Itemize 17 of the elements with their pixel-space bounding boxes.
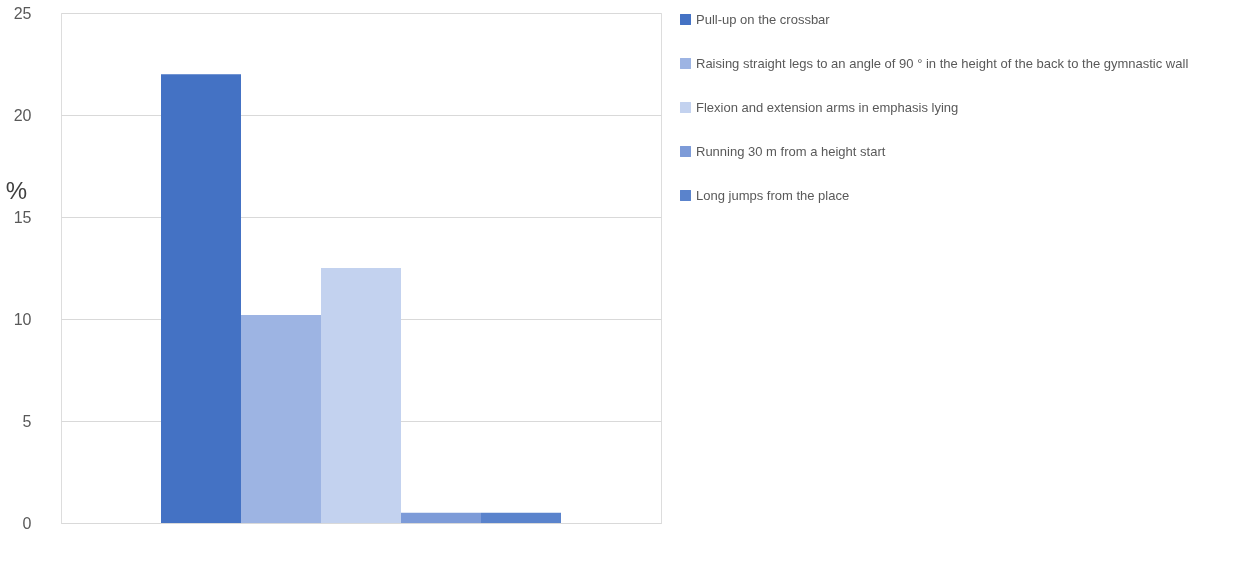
legend-label: Flexion and extension arms in emphasis lying	[696, 99, 959, 115]
bar	[321, 268, 401, 523]
legend-label: Long jumps from the place	[696, 187, 850, 203]
y-tick-label: 25	[13, 4, 32, 22]
legend-label: Pull-up on the crossbar	[696, 11, 831, 27]
y-tick-label: 0	[22, 514, 32, 532]
legend-label: Running 30 m from a height start	[696, 143, 886, 159]
y-tick-label: 5	[22, 412, 32, 430]
bar	[401, 512, 481, 523]
y-tick-label: 20	[13, 106, 32, 124]
legend-label: Raising straight legs to an angle of 90 ° in the height of the back to the gymnastic wall	[696, 55, 1189, 71]
y-axis-title: %	[5, 176, 28, 204]
bar	[241, 314, 321, 523]
y-tick-label: 15	[13, 208, 32, 226]
bar	[481, 512, 561, 523]
bar	[161, 74, 241, 523]
y-tick-label: 10	[13, 310, 32, 328]
